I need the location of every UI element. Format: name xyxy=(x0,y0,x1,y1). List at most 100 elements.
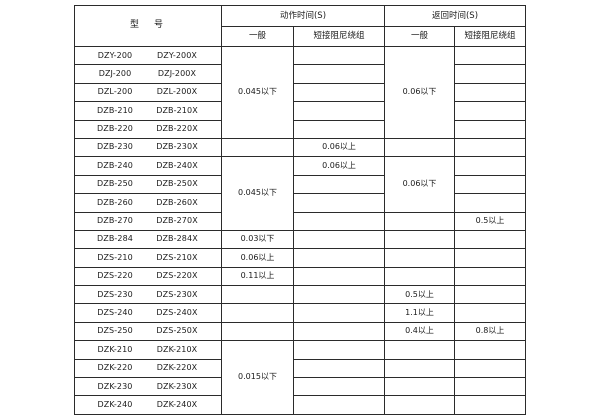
table-row: DZK-230 DZK-230X xyxy=(74,377,526,397)
model-code-primary: DZB-260 xyxy=(97,197,133,207)
screenshot-page: 型 号 动作时间(S) 返回时间(S) 一般 短接阻尼绕组 一般 短接阻尼绕组 … xyxy=(74,5,526,415)
cell-return-time-damping: 0.8以上 xyxy=(454,321,526,342)
cell-action-time-damping xyxy=(293,340,385,360)
model-code-variant: DZB-284X xyxy=(156,234,198,244)
model-code-primary: DZK-240 xyxy=(97,399,133,409)
table-row: DZB-210 DZB-210X xyxy=(74,101,526,121)
column-header-return-time: 返回时间(S) xyxy=(384,5,526,27)
cell-action-time-damping xyxy=(293,266,385,287)
cell-action-time-general xyxy=(221,137,294,158)
cell-action-time-damping xyxy=(293,248,385,268)
model-code-variant: DZS-210X xyxy=(156,252,198,262)
cell-action-time-damping: 0.06以上 xyxy=(293,137,385,158)
cell-return-time-general: 0.06以下 xyxy=(384,46,455,139)
cell-action-time-damping xyxy=(293,82,385,103)
cell-model: DZB-220 DZB-220X xyxy=(74,119,222,139)
cell-return-time-damping xyxy=(454,82,526,103)
model-code-variant: DZS-250X xyxy=(156,326,198,336)
model-code-variant: DZK-220X xyxy=(156,363,198,373)
cell-return-time-general xyxy=(384,377,455,397)
column-header-return-general: 一般 xyxy=(384,26,455,47)
model-code-primary: DZY-200 xyxy=(97,50,133,60)
cell-action-time-general xyxy=(221,303,294,323)
cell-action-time-general xyxy=(221,285,294,305)
cell-model: DZS-250 DZS-250X xyxy=(74,321,222,342)
cell-action-time-damping xyxy=(293,101,385,121)
cell-action-time-general: 0.06以上 xyxy=(221,248,294,268)
cell-model: DZL-200 DZL-200X xyxy=(74,82,222,103)
table-row: DZB-230 DZB-230X 0.06以上 xyxy=(74,137,526,158)
cell-action-time-damping xyxy=(293,193,385,213)
cell-model: DZK-210 DZK-210X xyxy=(74,340,222,360)
cell-model: DZK-230 DZK-230X xyxy=(74,377,222,397)
table-row: DZK-220 DZK-220X xyxy=(74,358,526,379)
model-code-primary: DZJ-200 xyxy=(98,68,132,78)
column-header-return-damping: 短接阻尼绕组 xyxy=(454,26,526,47)
model-code-variant: DZS-240X xyxy=(156,307,198,317)
cell-return-time-damping xyxy=(454,137,526,158)
cell-return-time-damping xyxy=(454,377,526,397)
cell-return-time-general xyxy=(384,137,455,158)
model-code-variant: DZK-230X xyxy=(156,381,198,391)
cell-action-time-damping xyxy=(293,321,385,342)
cell-return-time-general xyxy=(384,340,455,360)
cell-return-time-general: 0.4以上 xyxy=(384,321,455,342)
cell-action-time-damping xyxy=(293,64,385,84)
model-code-variant: DZB-220X xyxy=(156,124,198,134)
cell-action-time-damping xyxy=(293,174,385,195)
model-code-variant: DZK-210X xyxy=(156,344,198,354)
model-code-primary: DZB-230 xyxy=(97,142,133,152)
cell-model: DZB-250 DZB-250X xyxy=(74,174,222,195)
table-row: DZS-240 DZS-240X 1.1以上 xyxy=(74,303,526,323)
table-row: DZB-240 DZB-240X 0.045以下 0.06以上 0.06以下 xyxy=(74,156,526,231)
model-code-primary: DZS-210 xyxy=(97,252,133,262)
table-header: 型 号 动作时间(S) 返回时间(S) 一般 短接阻尼绕组 一般 短接阻尼绕组 xyxy=(74,5,526,47)
cell-return-time-general: 0.5以上 xyxy=(384,285,455,305)
cell-action-time-general: 0.015以下 xyxy=(221,340,294,415)
cell-return-time-general xyxy=(384,395,455,415)
cell-return-time-general xyxy=(384,229,455,250)
cell-action-time-general: 0.045以下 xyxy=(221,156,294,231)
cell-model: DZB-270 DZB-270X xyxy=(74,211,222,231)
cell-action-time-damping xyxy=(293,45,385,66)
model-code-primary: DZB-240 xyxy=(97,160,133,170)
cell-model: DZB-210 DZB-210X xyxy=(74,101,222,121)
cell-return-time-damping xyxy=(454,45,526,66)
model-code-primary: DZS-220 xyxy=(97,271,133,281)
model-code-primary: DZK-210 xyxy=(97,344,133,354)
cell-return-time-damping xyxy=(454,340,526,360)
cell-return-time-general xyxy=(384,358,455,379)
cell-action-time-damping xyxy=(293,303,385,323)
model-code-primary: DZK-230 xyxy=(97,381,133,391)
cell-return-time-damping xyxy=(454,193,526,213)
cell-return-time-general xyxy=(384,211,455,231)
table-row: DZK-210 DZK-210X 0.015以下 xyxy=(74,340,526,415)
header-row-sub: 一般 短接阻尼绕组 一般 短接阻尼绕组 xyxy=(75,26,526,47)
cell-return-time-damping xyxy=(454,156,526,176)
table-row: DZL-200 DZL-200X xyxy=(74,82,526,103)
cell-model: DZJ-200 DZJ-200X xyxy=(74,64,222,84)
cell-return-time-damping xyxy=(454,285,526,305)
column-header-action-time: 动作时间(S) xyxy=(221,5,385,27)
cell-return-time-general: 0.06以下 xyxy=(384,156,455,213)
model-code-primary: DZB-270 xyxy=(97,216,133,226)
model-code-primary: DZS-240 xyxy=(97,307,133,317)
model-code-variant: DZB-210X xyxy=(156,105,198,115)
cell-model: DZS-220 DZS-220X xyxy=(74,266,222,287)
cell-return-time-damping: 0.5以上 xyxy=(454,211,526,231)
model-code-variant: DZS-230X xyxy=(156,289,198,299)
cell-return-time-general xyxy=(384,266,455,287)
cell-action-time-damping xyxy=(293,229,385,250)
table-row: DZJ-200 DZJ-200X xyxy=(74,64,526,84)
cell-return-time-damping xyxy=(454,229,526,250)
cell-action-time-damping xyxy=(293,377,385,397)
model-code-variant: DZB-260X xyxy=(156,197,198,207)
model-code-primary: DZB-284 xyxy=(97,234,133,244)
table-body: DZY-200 DZY-200X 0.045以下 0.06以下 DZJ-200 DZJ-2… xyxy=(74,45,526,415)
cell-action-time-damping xyxy=(293,395,385,415)
cell-return-time-damping xyxy=(454,358,526,379)
cell-model: DZK-240 DZK-240X xyxy=(74,395,222,415)
model-code-variant: DZB-240X xyxy=(156,160,198,170)
header-row-top: 型 号 动作时间(S) 返回时间(S) xyxy=(74,5,526,47)
cell-model: DZB-230 DZB-230X xyxy=(74,137,222,158)
